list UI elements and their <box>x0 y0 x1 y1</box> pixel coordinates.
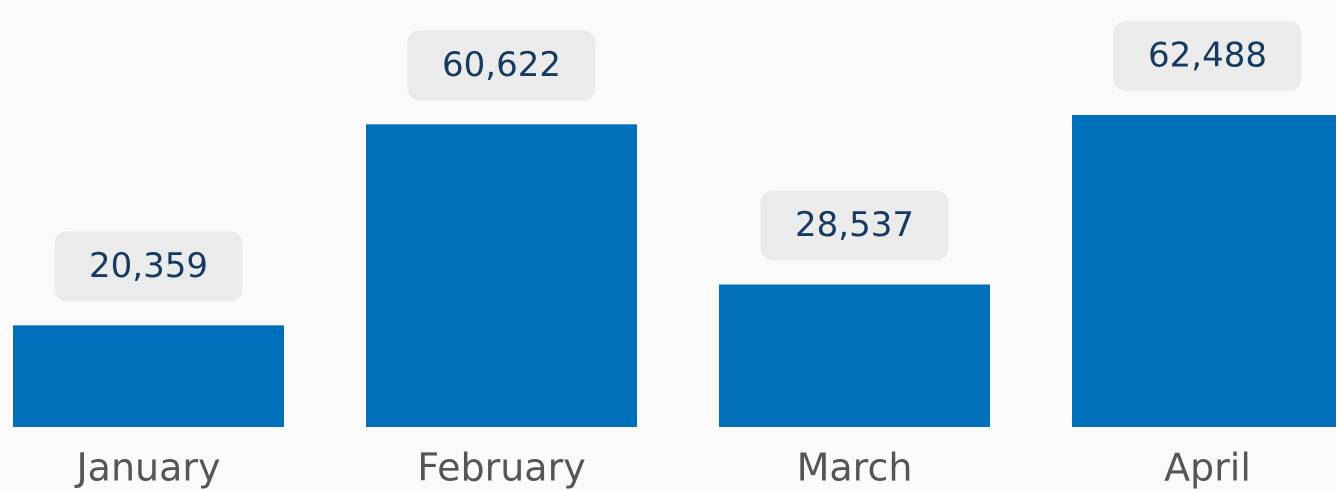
bar <box>366 124 637 427</box>
value-label-box <box>54 231 243 302</box>
value-label-box <box>407 30 596 101</box>
value-label: 60,622 <box>442 45 561 85</box>
x-tick-label: March <box>797 446 913 490</box>
x-tick-label: February <box>417 446 585 490</box>
value-label-box <box>760 190 949 261</box>
bar <box>719 284 990 427</box>
bar <box>1072 115 1336 427</box>
x-tick-label: April <box>1164 446 1251 490</box>
bar <box>13 325 284 427</box>
x-tick-label: January <box>74 446 220 490</box>
value-label: 20,359 <box>89 246 208 286</box>
value-label-box <box>1113 21 1302 91</box>
value-label: 28,537 <box>795 205 914 245</box>
value-label: 62,488 <box>1148 36 1267 76</box>
